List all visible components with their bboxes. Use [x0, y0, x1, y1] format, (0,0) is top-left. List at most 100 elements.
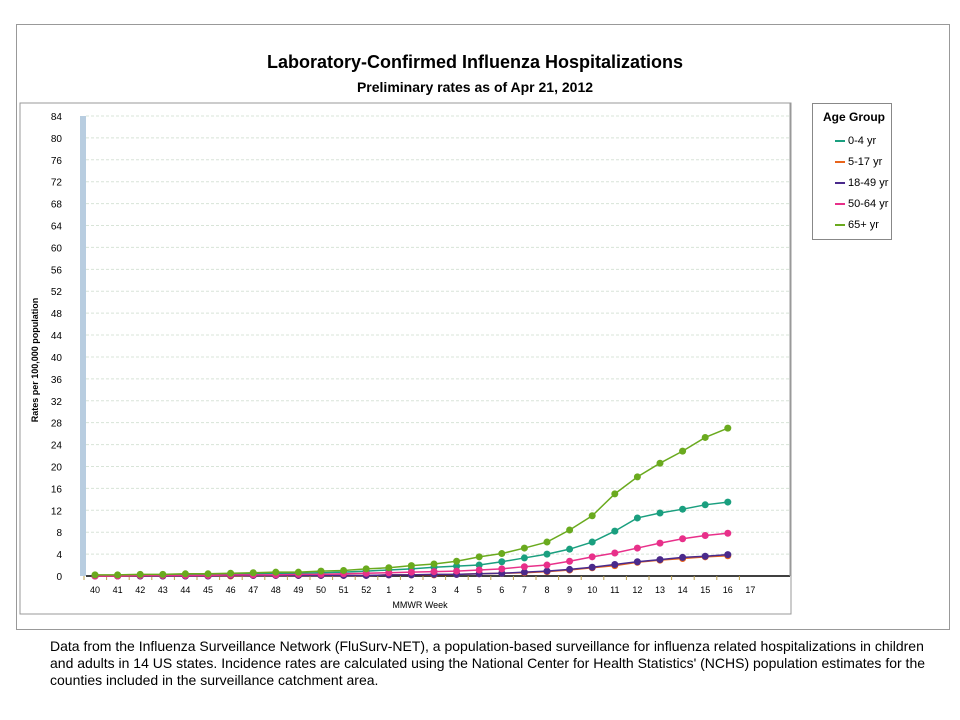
x-tick-label: 48	[271, 585, 281, 595]
data-point	[475, 566, 483, 574]
x-tick-label: 2	[409, 585, 414, 595]
data-point	[453, 557, 461, 565]
data-point	[114, 571, 122, 579]
x-axis-label: MMWR Week	[392, 600, 448, 610]
data-point	[498, 558, 506, 566]
data-point	[181, 570, 189, 578]
data-point	[136, 570, 144, 578]
data-point	[317, 567, 325, 575]
plot-frame	[19, 102, 792, 615]
data-point	[724, 424, 732, 432]
data-point	[701, 433, 709, 441]
y-tick-label: 16	[51, 484, 63, 495]
data-point	[588, 553, 596, 561]
data-point	[453, 562, 461, 570]
legend-swatch	[835, 202, 845, 205]
data-point	[701, 552, 709, 560]
data-point	[340, 567, 348, 575]
data-point	[633, 473, 641, 481]
x-tick-label: 10	[587, 585, 597, 595]
data-point	[475, 561, 483, 569]
y-tick-label: 36	[51, 375, 63, 386]
data-point	[566, 565, 574, 573]
y-tick-label: 76	[51, 156, 63, 167]
data-point	[543, 561, 551, 569]
data-point	[430, 560, 438, 568]
x-tick-label: 15	[700, 585, 710, 595]
y-tick-label: 64	[51, 222, 63, 233]
data-point	[633, 558, 641, 566]
x-tick-label: 42	[135, 585, 145, 595]
data-point	[385, 564, 393, 572]
legend-item: 5-17 yr	[813, 151, 891, 172]
chart-frame: Laboratory-Confirmed Influenza Hospitali…	[16, 24, 950, 630]
x-tick-label: 9	[567, 585, 572, 595]
x-tick-label: 40	[90, 585, 100, 595]
data-point	[407, 562, 415, 570]
y-tick-label: 80	[51, 134, 63, 145]
y-tick-label: 24	[51, 441, 63, 452]
x-tick-label: 11	[610, 585, 619, 595]
data-point	[656, 539, 664, 547]
data-point	[498, 550, 506, 558]
legend-title: Age Group	[823, 110, 885, 124]
chart-subtitle: Preliminary rates as of Apr 21, 2012	[356, 79, 594, 95]
y-tick-label: 28	[51, 419, 63, 430]
x-tick-label: 12	[632, 585, 642, 595]
x-tick-label: 51	[339, 585, 349, 595]
data-point	[588, 512, 596, 520]
y-tick-label: 48	[51, 309, 63, 320]
data-point	[588, 563, 596, 571]
x-tick-label: 52	[361, 585, 371, 595]
data-point	[633, 514, 641, 522]
data-point	[679, 553, 687, 561]
data-point	[227, 569, 235, 577]
y-tick-label: 40	[51, 353, 63, 364]
x-tick-label: 46	[226, 585, 236, 595]
data-point	[453, 567, 461, 575]
data-point	[543, 550, 551, 558]
legend-swatch	[835, 160, 845, 163]
data-point	[724, 529, 732, 537]
data-point	[362, 565, 370, 573]
x-tick-label: 50	[316, 585, 326, 595]
data-point	[91, 571, 99, 579]
legend-swatch	[835, 139, 845, 142]
data-point	[566, 545, 574, 553]
y-tick-label: 68	[51, 200, 63, 211]
x-tick-label: 17	[745, 585, 755, 595]
caption: Data from the Influenza Surveillance Net…	[50, 638, 926, 688]
x-tick-label: 45	[203, 585, 213, 595]
data-point	[520, 554, 528, 562]
data-point	[633, 544, 641, 552]
y-axis-band	[80, 116, 86, 576]
series-65-yr	[91, 424, 732, 579]
y-axis-label: Rates per 100,000 population	[30, 298, 40, 423]
y-tick-label: 56	[51, 265, 63, 276]
y-tick-label: 52	[51, 287, 63, 298]
data-point	[656, 509, 664, 517]
data-point	[520, 568, 528, 576]
legend: Age Group 0-4 yr 5-17 yr 18-49 yr 50-64 yr 6…	[812, 103, 892, 240]
data-point	[204, 570, 212, 578]
y-tick-label: 20	[51, 462, 63, 473]
data-point	[724, 498, 732, 506]
x-tick-label: 47	[248, 585, 258, 595]
data-point	[520, 544, 528, 552]
data-point	[611, 549, 619, 557]
y-tick-label: 32	[51, 397, 63, 408]
y-tick-label: 4	[56, 550, 62, 561]
y-tick-label: 44	[51, 331, 63, 342]
data-point	[294, 568, 302, 576]
y-tick-label: 72	[51, 178, 63, 189]
chart-title: Laboratory-Confirmed Influenza Hospitali…	[266, 52, 684, 72]
legend-item: 18-49 yr	[813, 172, 891, 193]
data-point	[543, 538, 551, 546]
y-tick-label: 8	[56, 528, 62, 539]
x-tick-label: 4	[454, 585, 459, 595]
data-point	[679, 447, 687, 455]
legend-item: 0-4 yr	[813, 130, 891, 151]
data-point	[588, 538, 596, 546]
x-tick-label: 5	[477, 585, 482, 595]
data-point	[611, 527, 619, 535]
